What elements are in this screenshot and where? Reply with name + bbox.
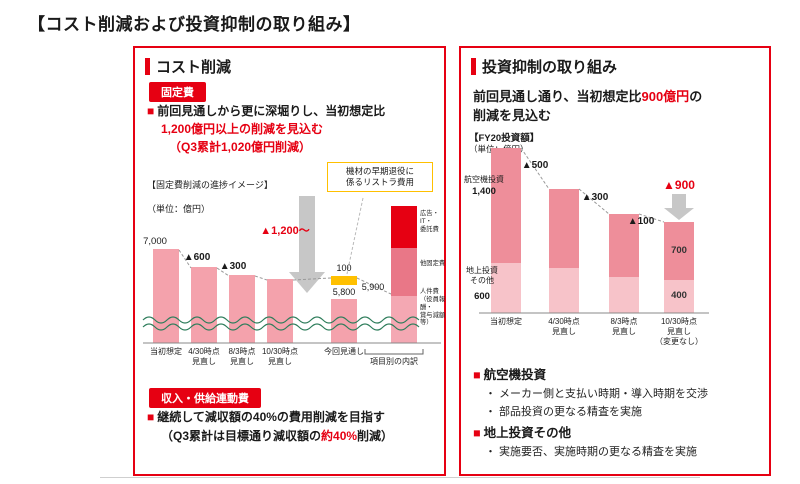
delta-500: ▲500 [521,160,549,171]
delta-900: ▲900 [663,178,695,192]
down-arrow-icon [289,196,325,293]
label-ground-investment: 地上投資 その他 [466,266,498,285]
investment-title: 投資抑制の取り組み [482,59,618,76]
square-bullet-icon: ■ [147,104,155,118]
investment-restraint-panel: 投資抑制の取り組み 前回見通し通り、当初想定比900億円の 削減を見込む 【FY… [459,46,771,476]
fixed-cost-line2: 1,200億円以上の削減を見込む [161,122,324,136]
delta-600: ▲600 [183,252,211,263]
aircraft-bullet-title: ■ 航空機投資 [473,368,547,382]
value-1400: 1,400 [472,186,496,197]
bar-initial-aircraft [491,148,521,263]
bar-restructure-100 [331,276,357,285]
bar-0430-aircraft [549,189,579,268]
lead-line1: 前回見通し通り、当初想定比900億円の [473,89,703,104]
value-5800: 5,800 [332,287,356,297]
revenue-line2: （Q3累計は目標通り減収額の約40%削減） [161,429,394,444]
bar-1030-aircraft [664,222,694,280]
value-700: 700 [671,245,687,256]
breakdown-seg-other-fixed [391,248,417,296]
breakdown-seg-advertising [391,206,417,248]
bar-initial-ground [491,263,521,313]
legend-advertising: 広告・IT・ 委託費 [420,210,439,233]
down-arrow-icon [664,194,694,220]
legend-other-fixed: 他固定費 [420,260,446,267]
delta-100: ▲100 [627,216,655,227]
bar-revision-0803 [229,275,255,343]
bar-1030-ground [664,280,694,313]
bar-revision-1030 [267,279,293,343]
x-label-1030: 10/30時点 見直し [261,347,299,366]
investment-chart-title: 【FY20投資額】 [469,133,540,144]
bar-0803-aircraft [609,214,639,277]
value-5900: 5,900 [361,282,385,292]
bar-0803-ground [609,277,639,313]
x-label-0430: 4/30時点 見直し [188,347,220,366]
fixed-cost-line3: （Q3累計1,020億円削減） [169,140,312,154]
delta-1200: ▲1,200～ [260,225,310,237]
bar-0430-ground [549,268,579,313]
delta-300: ▲300 [581,192,609,203]
bar-revision-0430 [191,267,217,343]
x-label-0803: 8/3時点 見直し [228,347,256,366]
header-accent-bar [145,58,150,75]
page-title: 【コスト削減および投資抑制の取り組み】 [28,15,361,34]
square-bullet-icon: ■ [147,410,155,424]
legend-personnel: 人件費 （役員報酬・ 賞与減額等） [420,288,446,327]
footer-divider [100,477,700,478]
aircraft-bullet-item-2: ・ 部品投資の更なる精査を実施 [485,406,643,418]
investment-lead: 前回見通し通り、当初想定比900億円の 削減を見込む [473,88,765,126]
x-label-initial: 当初想定 [150,347,182,356]
ground-bullet-item-1: ・ 実施要否、実施時期の更なる精査を実施 [485,446,698,458]
bar-current-5800 [331,299,357,343]
value-600: 600 [474,291,490,302]
x-label-initial: 当初想定 [490,317,522,326]
header-accent-bar [471,58,476,75]
delta-300: ▲300 [219,261,247,272]
revenue-line1: ■ 継続して減収額の40%の費用削減を目指す [147,410,385,424]
lead-line2: 削減を見込む [473,107,552,123]
value-100: 100 [336,263,352,273]
cost-reduction-title: コスト削減 [156,59,232,76]
restructure-note: 機材の早期退役に 係るリストラ費用 [327,162,433,193]
square-bullet-icon: ■ [473,426,481,440]
investment-header: 投資抑制の取り組み [471,56,617,77]
aircraft-bullet-item-1: ・ メーカー側と支払い時期・導入時期を交渉 [485,388,709,400]
x-label-breakdown: 項目別の内訳 [370,357,418,366]
value-400: 400 [671,290,687,301]
breakdown-seg-personnel [391,296,417,343]
x-label-0430: 4/30時点 見直し [548,317,580,336]
revenue-linked-statement: ■ 継続して減収額の40%の費用削減を目指す （Q3累計は目標通り減収額の約40%… [147,408,443,446]
breakdown-bracket [364,349,424,355]
square-bullet-icon: ■ [473,368,481,382]
revenue-linked-badge: 収入・供給連動費 [149,388,261,408]
cost-reduction-header: コスト削減 [145,56,231,77]
fixed-cost-line1: ■ 前回見通しから更に深堀りし、当初想定比 [147,104,386,118]
bar-initial-7000 [153,249,179,343]
x-label-current: 今回見通し [324,347,364,356]
fixed-cost-chart-caption: 【固定費削減の進捗イメージ】 （単位：億円） [147,180,273,215]
ground-bullet-title: ■ 地上投資その他 [473,426,572,440]
fixed-cost-statement: ■ 前回見通しから更に深堀りし、当初想定比 1,200億円以上の削減を見込む （Q… [147,102,439,156]
value-7000: 7,000 [143,236,167,247]
x-label-1030: 10/30時点 見直し （変更なし） [655,317,703,346]
cost-reduction-panel: コスト削減 固定費 ■ 前回見通しから更に深堀りし、当初想定比 1,200億円以上… [133,46,446,476]
label-aircraft-investment: 航空機投資 [464,175,504,184]
fixed-cost-badge: 固定費 [149,82,206,102]
x-label-0803: 8/3時点 見直し [610,317,638,336]
